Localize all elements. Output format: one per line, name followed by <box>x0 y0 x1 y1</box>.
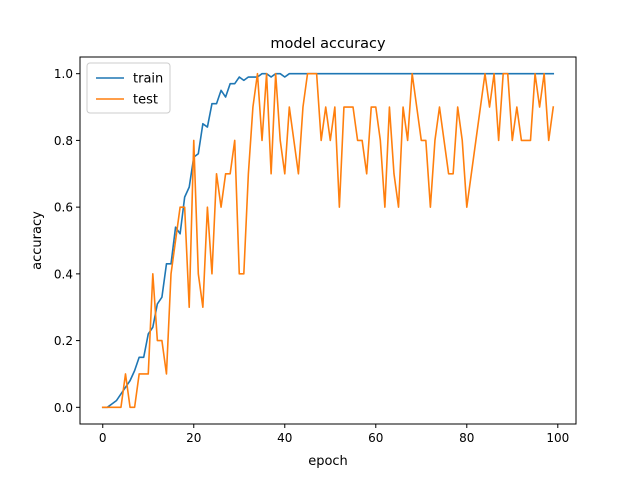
y-tick-label: 1.0 <box>54 67 73 81</box>
x-tick-label: 80 <box>459 431 474 445</box>
x-tick-label: 60 <box>368 431 383 445</box>
x-axis-label: epoch <box>308 454 348 469</box>
y-tick-label: 0.6 <box>54 201 73 215</box>
y-tick-label: 0.0 <box>54 401 73 415</box>
series-lines <box>101 72 555 409</box>
x-tick-label: 100 <box>546 431 569 445</box>
series-line-train <box>101 72 555 409</box>
x-tick-label: 0 <box>99 431 107 445</box>
y-tick-label: 0.8 <box>54 134 73 148</box>
series-line-test <box>101 72 555 409</box>
plot-frame <box>79 56 577 425</box>
y-tick-label: 0.4 <box>54 267 73 281</box>
legend-box <box>86 62 171 114</box>
y-axis-ticks: 0.0 0.2 0.4 0.6 0.8 1.0 <box>54 67 80 415</box>
y-tick-label: 0.2 <box>54 334 73 348</box>
y-axis-label: accuracy <box>30 211 45 270</box>
chart-title: model accuracy <box>270 36 386 52</box>
legend-label-train: train <box>133 72 163 87</box>
x-tick-label: 40 <box>277 431 292 445</box>
x-tick-label: 20 <box>186 431 201 445</box>
legend-label-test: test <box>133 93 158 108</box>
x-axis-ticks: 0 20 40 60 80 100 <box>99 424 569 445</box>
legend: train test <box>86 62 171 114</box>
